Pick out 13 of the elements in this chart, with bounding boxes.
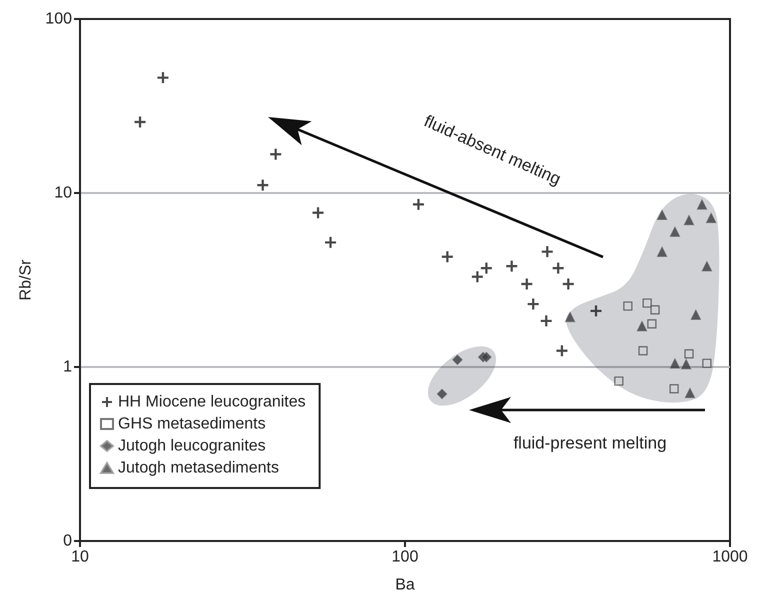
y-tick-label: 10	[54, 184, 72, 202]
x-axis-title: Ba	[395, 576, 415, 594]
x-tick-label: 100	[392, 548, 418, 566]
y-tick-label: 0	[63, 532, 72, 550]
y-axis-title: Rb/Sr	[18, 258, 34, 300]
y-tick-label: 100	[45, 10, 72, 28]
legend-label: HH Miocene leucogranites	[118, 394, 306, 410]
y-tick-label: 1	[63, 358, 72, 376]
legend-label: Jutogh leucogranites	[118, 438, 266, 454]
legend-label: Jutogh metasediments	[118, 460, 279, 476]
x-tick-label: 1000	[712, 548, 748, 566]
annotation: fluid-present melting	[513, 433, 667, 452]
legend-label: GHS metasediments	[118, 416, 266, 432]
